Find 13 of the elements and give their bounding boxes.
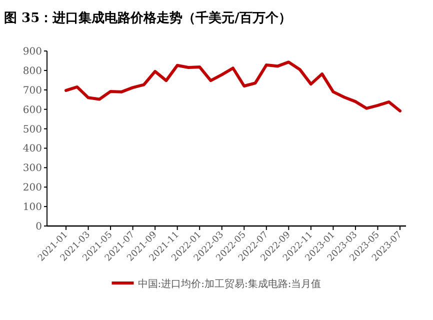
y-tick-label: 800	[22, 66, 42, 77]
y-tick-label: 500	[22, 124, 42, 136]
y-tick-label: 900	[22, 46, 42, 58]
y-tick-label: 200	[22, 182, 42, 194]
y-tick-label: 300	[22, 163, 42, 174]
y-tick-label: 400	[22, 144, 42, 155]
y-tick-label: 100	[22, 202, 42, 214]
y-tick-label: 600	[22, 104, 42, 116]
line-series	[64, 60, 402, 112]
y-tick-label: 700	[22, 85, 42, 96]
chart-title: 图 35：进口集成电路价格走势（千美元/百万个）	[4, 10, 292, 26]
legend-label: 中国:进口均价:加工贸易:集成电路:当月值	[138, 278, 322, 290]
y-tick-label: 0	[36, 222, 42, 232]
